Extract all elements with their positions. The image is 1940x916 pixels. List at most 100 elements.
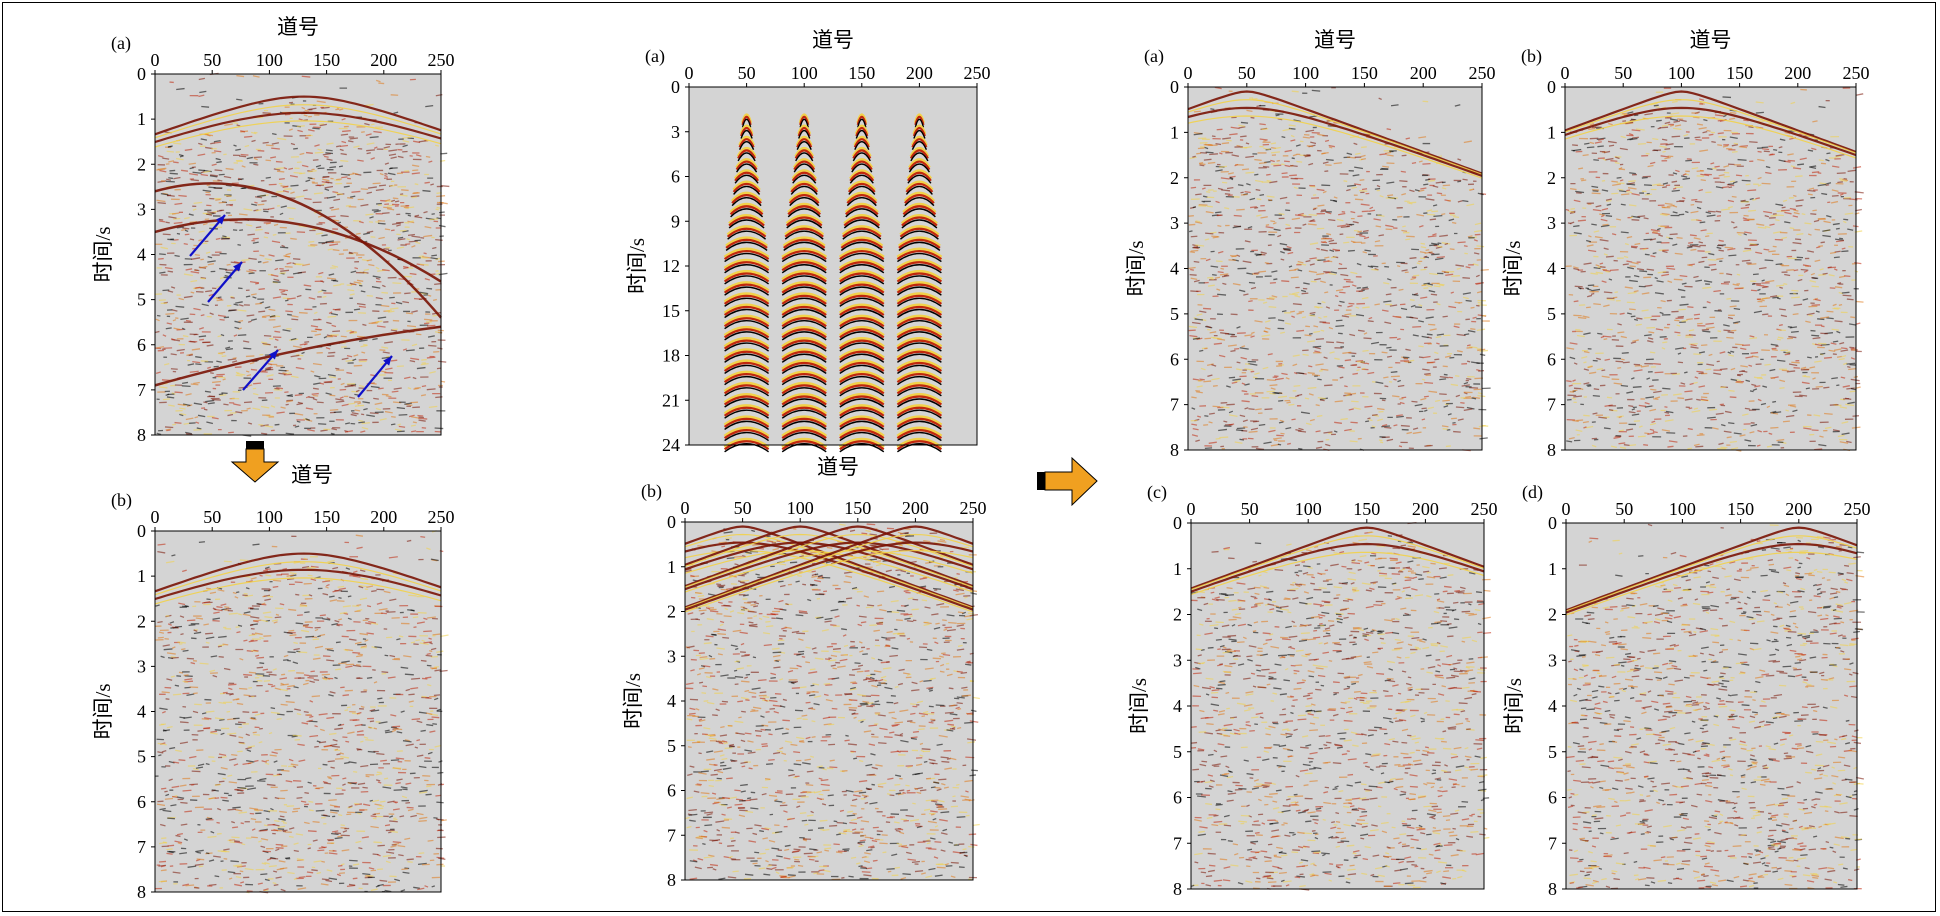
noise-stroke (420, 256, 428, 259)
noise-stroke (250, 293, 257, 296)
noise-stroke (839, 658, 848, 662)
noise-stroke (847, 743, 857, 746)
noise-stroke (191, 637, 197, 640)
noise-stroke (969, 720, 979, 723)
noise-stroke (241, 259, 250, 262)
noise-stroke (262, 342, 271, 346)
noise-stroke (237, 624, 243, 627)
noise-stroke (438, 760, 443, 763)
noise-stroke (359, 284, 363, 287)
wavelet-crest-outer (841, 225, 882, 236)
noise-stroke (407, 609, 415, 612)
noise-stroke (157, 167, 167, 171)
noise-stroke (301, 75, 311, 78)
noise-stroke (806, 692, 811, 695)
noise-stroke (742, 607, 748, 610)
noise-stroke (243, 639, 248, 642)
noise-stroke (314, 333, 322, 336)
noise-stroke (248, 272, 255, 275)
noise-stroke (703, 856, 713, 859)
noise-stroke (182, 680, 189, 683)
noise-stroke (911, 860, 920, 864)
noise-stroke (380, 199, 387, 202)
noise-stroke (174, 684, 180, 687)
noise-stroke (375, 79, 381, 83)
noise-stroke (716, 797, 725, 801)
wavelet-crest (781, 395, 827, 406)
noise-stroke (178, 194, 187, 197)
noise-stroke (796, 736, 805, 740)
y-tick-label: 4 (137, 702, 146, 722)
noise-stroke (432, 723, 437, 725)
noise-stroke (312, 159, 319, 161)
noise-stroke (222, 643, 229, 646)
wavelet-crest-outer (896, 381, 943, 393)
noise-stroke (314, 786, 324, 790)
noise-stroke (334, 619, 340, 623)
noise-stroke (866, 849, 873, 852)
noise-stroke (873, 629, 880, 632)
noise-stroke (203, 623, 209, 626)
noise-stroke (326, 583, 330, 587)
noise-stroke (918, 728, 925, 731)
noise-stroke (1337, 224, 1346, 228)
noise-stroke (184, 678, 193, 681)
noise-stroke (863, 874, 872, 877)
noise-stroke (220, 333, 225, 337)
noise-stroke (748, 691, 757, 695)
wavelet-crest (781, 428, 827, 439)
noise-stroke (377, 781, 382, 784)
noise-stroke (718, 742, 724, 745)
noise-stroke (356, 654, 363, 658)
noise-stroke (377, 807, 384, 810)
wavelet-crest-outer (896, 247, 943, 259)
noise-stroke (279, 810, 287, 814)
noise-stroke (235, 148, 241, 151)
noise-stroke (426, 785, 432, 788)
noise-stroke (259, 662, 265, 665)
noise-stroke (415, 241, 421, 245)
noise-stroke (312, 657, 321, 660)
noise-stroke (274, 338, 279, 341)
noise-stroke (411, 677, 421, 680)
noise-stroke (946, 614, 955, 617)
noise-stroke (424, 757, 431, 759)
y-axis-label: 时间/s (91, 683, 115, 739)
noise-stroke (182, 883, 190, 887)
noise-stroke (159, 860, 167, 863)
noise-stroke (224, 194, 232, 197)
wavelet-crest-outer (723, 370, 770, 382)
noise-stroke (844, 692, 853, 696)
noise-stroke (750, 710, 759, 713)
noise-stroke (205, 290, 213, 293)
noise-stroke (333, 284, 342, 287)
noise-stroke (356, 604, 362, 607)
noise-stroke (231, 820, 235, 824)
y-tick-label: 1 (137, 109, 146, 129)
noise-stroke (370, 123, 375, 126)
noise-stroke (336, 600, 345, 602)
noise-stroke (303, 710, 309, 714)
wavelet-crest (781, 328, 827, 339)
noise-stroke (328, 852, 338, 855)
noise-stroke (285, 432, 295, 435)
noise-stroke (426, 287, 433, 290)
noise-stroke (891, 723, 900, 727)
noise-stroke (413, 886, 420, 889)
noise-stroke (346, 329, 352, 332)
noise-stroke (418, 255, 424, 258)
noise-stroke (270, 807, 274, 811)
wavelet-trough (839, 420, 885, 430)
noise-stroke (928, 721, 934, 724)
noise-stroke (842, 822, 848, 825)
noise-stroke (420, 535, 426, 538)
noise-stroke (286, 577, 295, 581)
noise-stroke (189, 238, 195, 241)
noise-stroke (849, 821, 858, 825)
noise-stroke (337, 723, 342, 727)
noise-stroke (223, 667, 231, 671)
noise-stroke (213, 611, 220, 614)
noise-stroke (867, 845, 875, 849)
